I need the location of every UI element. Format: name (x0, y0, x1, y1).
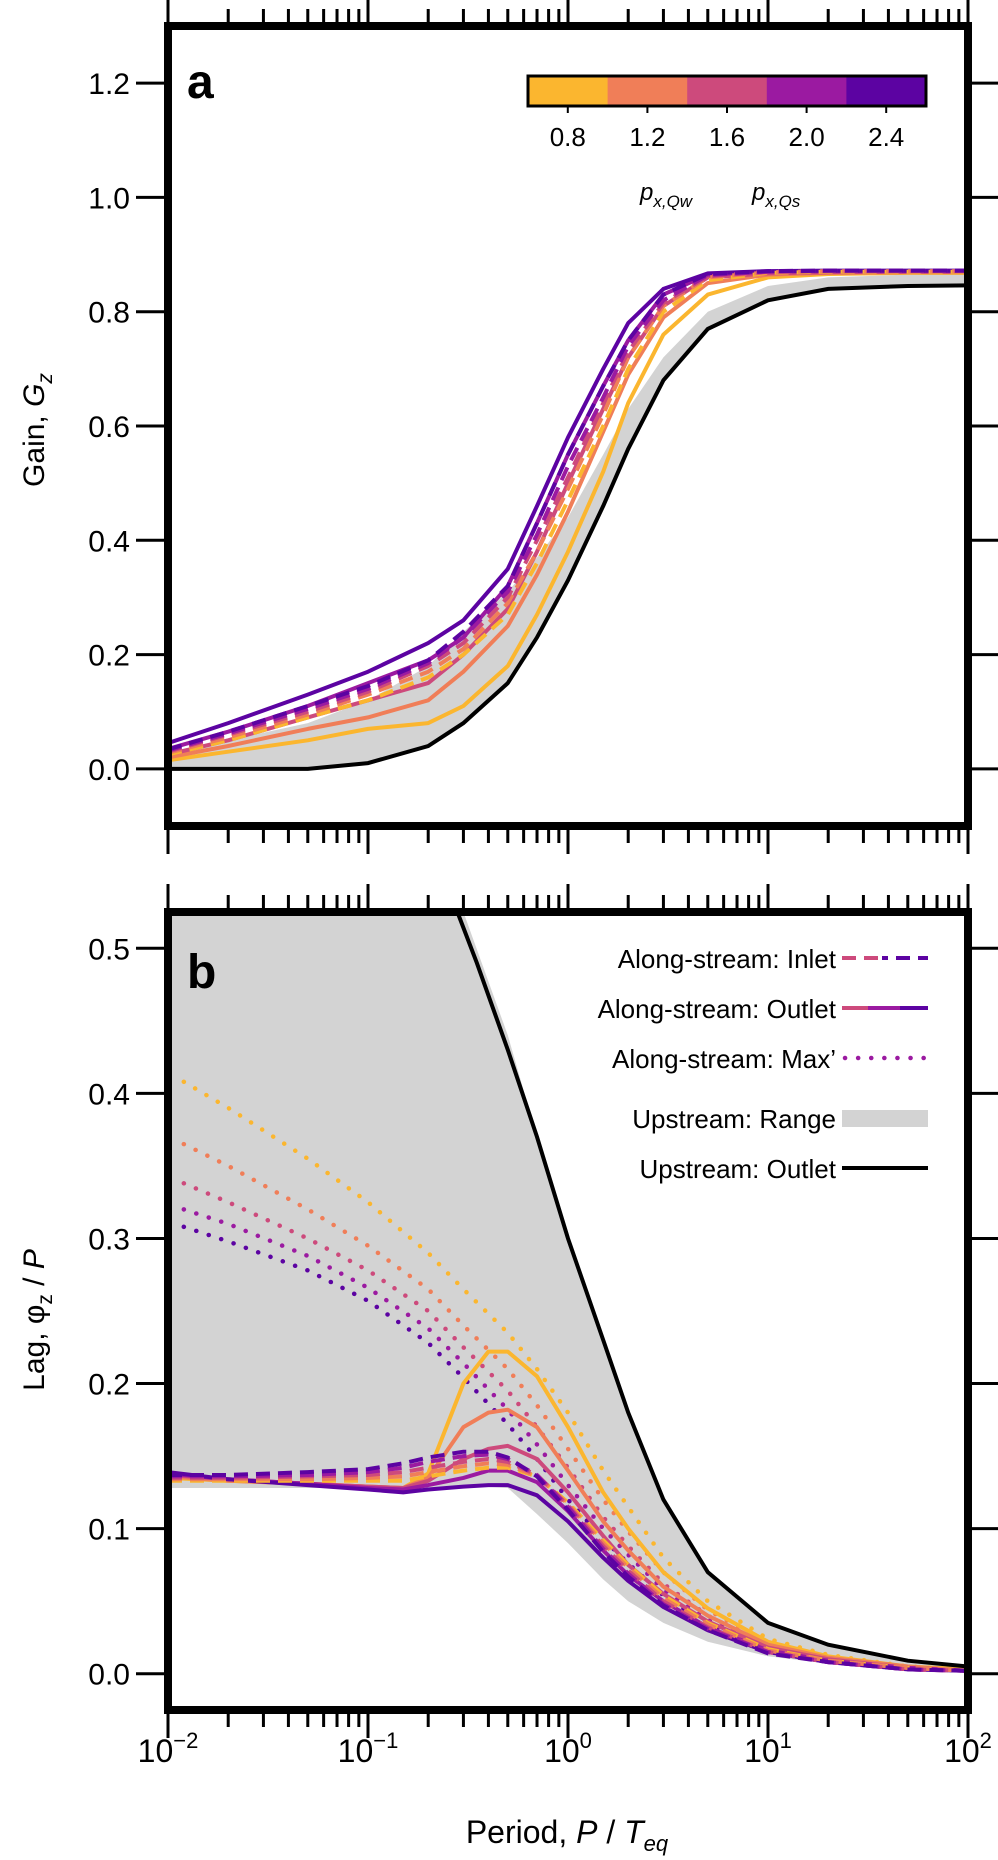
legend-range-label: Upstream: Range (632, 1104, 836, 1134)
y-tick-label: 1.0 (88, 182, 130, 215)
lag-max-p2.4 (181, 1224, 968, 1674)
y-tick-label: 0.5 (88, 933, 130, 966)
panel-a-y-ticks: 0.0 0.2 0.4 0.6 0.8 1.0 1.2 (88, 68, 998, 787)
legend-outlet-label: Along-stream: Outlet (598, 994, 837, 1024)
x-tick-labels: 10−2 10−1 100 101 102 (138, 1728, 992, 1769)
panel-a-y-label: Gain, Gz (18, 373, 57, 487)
y-tick-label: 0.4 (88, 1078, 130, 1111)
panel-a-series (168, 268, 968, 771)
colorbar-tick-label: 2.4 (868, 122, 904, 152)
y-tick-label: 0.1 (88, 1514, 130, 1547)
colorbar-tick-label: 2.0 (789, 122, 825, 152)
colorbar-segment (528, 76, 609, 106)
legend-up-outlet-label: Upstream: Outlet (639, 1154, 836, 1184)
panel-b-label: b (187, 946, 216, 999)
colorbar-segment (846, 76, 927, 106)
colorbar-segment (607, 76, 688, 106)
y-tick-label: 0.6 (88, 411, 130, 444)
legend-inlet-label: Along-stream: Inlet (618, 944, 837, 974)
gain-upstream-outlet (168, 283, 968, 771)
panel-a-upstream-range (168, 274, 968, 769)
x-tick-label: 10−1 (338, 1728, 399, 1769)
x-tick-label: 100 (544, 1728, 592, 1769)
y-tick-label: 0.0 (88, 1659, 130, 1692)
y-tick-label: 1.2 (88, 68, 130, 101)
gain-solid-p1.2 (168, 270, 968, 760)
y-tick-label: 0.2 (88, 640, 130, 673)
y-tick-label: 0.4 (88, 525, 130, 558)
legend-range-swatch (842, 1110, 928, 1127)
lag-upstream-outlet (455, 912, 968, 1669)
colorbar-segment (687, 76, 768, 106)
colorbar-label-qw: px,Qw (639, 179, 694, 211)
y-tick-label: 0.2 (88, 1369, 130, 1402)
colorbar-tick-label: 1.6 (709, 122, 745, 152)
x-tick-label: 102 (944, 1728, 992, 1769)
axes-box (164, 908, 972, 1714)
panel-b-upstream-range (168, 912, 968, 1670)
y-tick-label: 0.3 (88, 1223, 130, 1256)
x-tick-label: 101 (744, 1728, 792, 1769)
upstream-range-band (168, 274, 968, 769)
colorbar-label-qs: px,Qs (751, 179, 801, 211)
panel-b-frame (164, 884, 972, 1738)
y-tick-label: 0.0 (88, 754, 130, 787)
colorbar-tick-label: 1.2 (629, 122, 665, 152)
panel-b: 0.0 0.1 0.2 0.3 0.4 0.5 b Lag, φz / P Along-s… (18, 884, 998, 1738)
x-axis-label: Period, P / Teq (466, 1814, 669, 1856)
panel-b-series (168, 912, 968, 1674)
colorbar: 0.8 1.2 1.6 2.0 2.4 (526, 74, 928, 152)
x-tick-label: 10−2 (138, 1728, 199, 1769)
panel-b-y-label: Lag, φz / P (18, 1249, 57, 1391)
y-tick-label: 0.8 (88, 297, 130, 330)
panel-a: 0.0 0.2 0.4 0.6 0.8 1.0 1.2 a Gain, Gz 0.8 1.2 1… (18, 0, 998, 854)
legend-max-label: Along-stream: Max’ (612, 1044, 836, 1074)
lag-dashed-p2.4 (168, 1449, 968, 1673)
lag-max-p0.8 (181, 1079, 968, 1672)
legend: Along-stream: Inlet Along-stream: Outlet… (598, 944, 931, 1184)
lag-max-p2 (181, 1207, 968, 1674)
upstream-range-band (168, 912, 968, 1670)
colorbar-tick-label: 0.8 (550, 122, 586, 152)
colorbar-segment (766, 76, 847, 106)
gain-solid-p0.8 (168, 270, 968, 763)
panel-a-label: a (187, 56, 214, 109)
panel-b-y-ticks: 0.0 0.1 0.2 0.3 0.4 0.5 (88, 933, 998, 1692)
gain-dashed-p2.4 (168, 268, 968, 752)
